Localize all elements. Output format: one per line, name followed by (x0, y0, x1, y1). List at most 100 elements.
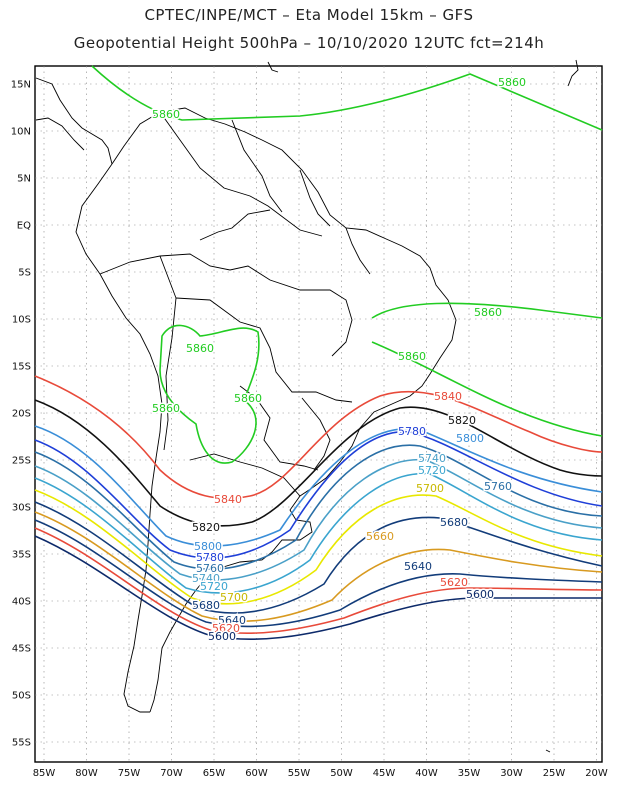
island-3 (545, 749, 551, 753)
contour-label-5820: 5820 (448, 414, 476, 427)
lat-tick-label: 20S (12, 409, 31, 420)
lon-tick-label: 80W (75, 768, 98, 779)
lat-tick-label: 5S (18, 268, 31, 279)
lat-tick-label: 30S (12, 503, 31, 514)
west-coast (75, 163, 163, 713)
lon-tick-label: 50W (330, 768, 353, 779)
chart-subtitle: Geopotential Height 500hPa – 10/10/2020 … (73, 34, 545, 52)
contour-5720 (34, 472, 603, 594)
border-peru-bolivia (159, 255, 177, 451)
contour-label-5860: 5860 (186, 342, 214, 355)
contour-label-5760: 5760 (484, 480, 512, 493)
border-guyana (299, 169, 331, 227)
contour-label-5640: 5640 (404, 560, 432, 573)
lon-tick-label: 75W (118, 768, 141, 779)
lon-tick-label: 65W (203, 768, 226, 779)
contour-label-5800: 5800 (456, 432, 484, 445)
contour-label-5860: 5860 (398, 350, 426, 363)
contour-labels: 5860 5860 5860 5860 5860 5860 5860 5840 5840 5820… (151, 75, 528, 645)
lat-tick-label: EQ (17, 221, 31, 232)
contour-5600 (34, 535, 602, 640)
chart-title: CPTEC/INPE/MCT – Eta Model 15km – GFS (144, 6, 474, 24)
contour-label-5800: 5800 (194, 540, 222, 553)
contour-5840 (34, 375, 603, 500)
contour-label-5680: 5680 (192, 599, 220, 612)
central-america-coast (35, 77, 113, 165)
island-1 (267, 61, 279, 73)
contour-label-5860: 5860 (498, 76, 526, 89)
contour-5680 (34, 501, 603, 614)
contour-5780 (34, 430, 603, 559)
central-america-pacific-coast (35, 117, 85, 151)
lat-tick-label: 50S (12, 691, 31, 702)
coastlines (35, 59, 579, 753)
contour-label-5640: 5640 (218, 614, 246, 627)
contour-5860-island (159, 324, 260, 464)
contour-5860-north (91, 65, 603, 131)
contour-label-5860: 5860 (152, 108, 180, 121)
contour-label-5600: 5600 (466, 588, 494, 601)
contour-label-5740: 5740 (418, 452, 446, 465)
contour-label-5860: 5860 (234, 392, 262, 405)
border-peru-brazil (99, 253, 353, 357)
border-french-guiana (345, 227, 371, 275)
contour-label-5720: 5720 (418, 464, 446, 477)
lat-tick-label: 40S (12, 597, 31, 608)
border-paraguay (239, 385, 319, 471)
contour-5620 (34, 527, 603, 634)
lat-tick-label: 10S (12, 315, 31, 326)
lon-tick-label: 70W (160, 768, 183, 779)
contour-label-5780: 5780 (196, 551, 224, 564)
contour-label-5680: 5680 (440, 516, 468, 529)
map-frame (34, 65, 603, 763)
lat-tick-label: 10N (11, 127, 31, 138)
contour-label-5620: 5620 (440, 576, 468, 589)
lon-tick-label: 35W (458, 768, 481, 779)
contour-5660 (34, 511, 603, 622)
contour-label-5660: 5660 (366, 530, 394, 543)
contour-5740 (34, 458, 603, 581)
axis-ticks: 15N 10N 5N EQ 5S 10S 15S 20S 25S 30S 35S 40S 45S 50S 5… (11, 80, 608, 780)
lat-tick-label: 25S (12, 456, 31, 467)
lat-tick-label: 55S (12, 738, 31, 749)
lon-tick-label: 40W (415, 768, 438, 779)
east-coast (111, 107, 457, 713)
border-bolivia-brazil (175, 297, 353, 403)
contour-label-5620: 5620 (212, 622, 240, 635)
lat-tick-label: 45S (12, 644, 31, 655)
lon-tick-label: 60W (245, 768, 268, 779)
contour-5860-ne-lower (371, 341, 603, 437)
contour-label-5840: 5840 (214, 493, 242, 506)
lat-tick-label: 15S (12, 362, 31, 373)
contour-label-5780: 5780 (398, 425, 426, 438)
lon-tick-label: 30W (500, 768, 523, 779)
contour-label-5860: 5860 (152, 402, 180, 415)
lon-tick-label: 55W (288, 768, 311, 779)
contour-lines (34, 65, 603, 640)
contour-5760 (34, 444, 603, 570)
border-colombia-venezuela (231, 119, 283, 213)
border-venezuela-colombia (159, 111, 323, 237)
contour-label-5860: 5860 (474, 306, 502, 319)
lat-tick-label: 15N (11, 80, 31, 91)
contour-5860-ne (371, 302, 603, 319)
contour-label-5700: 5700 (220, 591, 248, 604)
lon-tick-label: 85W (33, 768, 56, 779)
contour-label-5760: 5760 (196, 562, 224, 575)
contour-label-5700: 5700 (416, 482, 444, 495)
lon-tick-label: 20W (585, 768, 608, 779)
lat-lon-grid (35, 66, 602, 762)
contour-label-5840: 5840 (434, 390, 462, 403)
contour-5640 (34, 519, 603, 628)
contour-label-5720: 5720 (200, 580, 228, 593)
contour-label-5740: 5740 (192, 572, 220, 585)
island-2 (567, 59, 579, 87)
contour-label-5820: 5820 (192, 521, 220, 534)
border-argentina-north (189, 453, 301, 497)
lon-tick-label: 25W (543, 768, 566, 779)
border-uruguay (301, 397, 331, 471)
contour-5700 (34, 489, 603, 605)
border-ecuador (199, 209, 271, 241)
lat-tick-label: 35S (12, 550, 31, 561)
